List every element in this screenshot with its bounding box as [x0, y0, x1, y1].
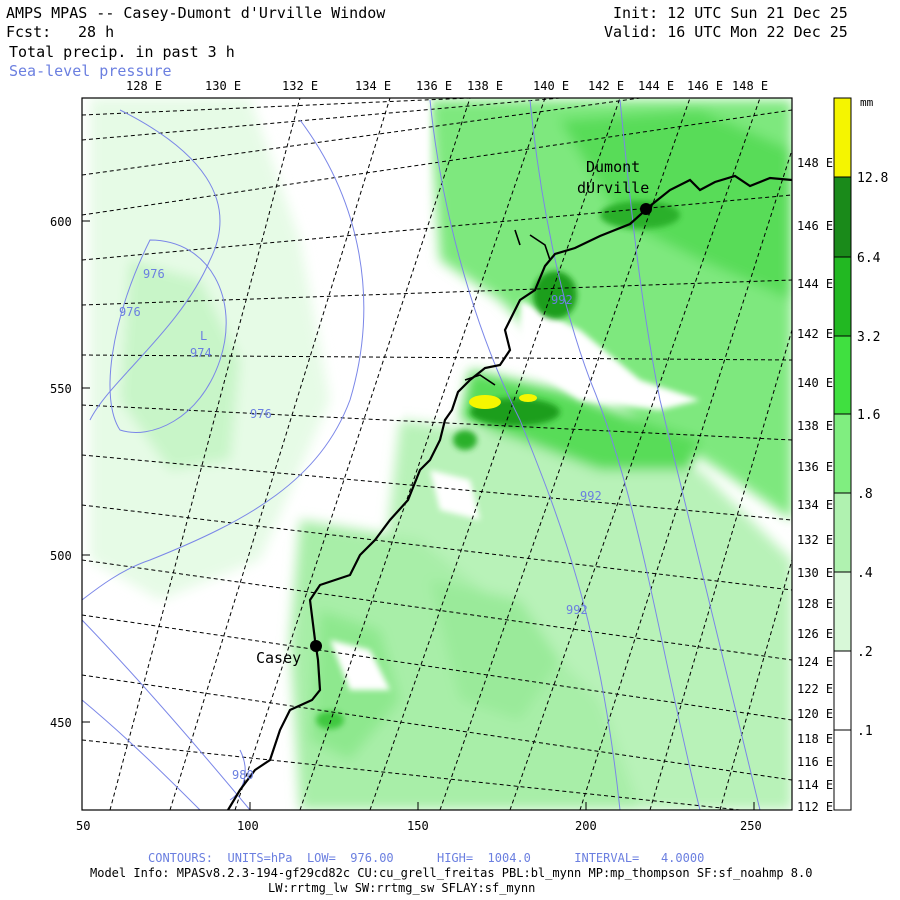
lon-label: 140 E — [533, 79, 569, 93]
lon-label: 134 E — [355, 79, 391, 93]
precip-field — [82, 98, 792, 810]
graticule — [82, 98, 792, 810]
x-label: 150 — [407, 819, 429, 833]
pressure-label: 992 — [566, 603, 588, 617]
bottom-x-labels: 50 100 150 200 250 — [76, 819, 762, 833]
colorbar-swatch-1-6 — [834, 336, 851, 414]
colorbar-label: 6.4 — [857, 251, 881, 266]
pressure-label: 980 — [232, 768, 254, 782]
colorbar-swatch-0-8 — [834, 414, 851, 493]
lat-label: 124 E — [797, 655, 833, 669]
lat-label: 122 E — [797, 682, 833, 696]
lat-label: 140 E — [797, 376, 833, 390]
colorbar-unit: mm — [860, 96, 874, 109]
lat-label: 146 E — [797, 219, 833, 233]
lat-label: 114 E — [797, 778, 833, 792]
heavy-precip-core — [469, 395, 501, 409]
pressure-label: 976 — [250, 407, 272, 421]
colorbar-swatch-0-4 — [834, 493, 851, 572]
colorbar-swatch-3-2 — [834, 257, 851, 336]
colorbar-label: 3.2 — [857, 330, 880, 345]
x-label: 250 — [740, 819, 762, 833]
map-title: AMPS MPAS -- Casey-Dumont d'Urville Wind… — [6, 4, 386, 22]
lon-label: 130 E — [205, 79, 241, 93]
x-label: 200 — [575, 819, 597, 833]
station-label-dumont-line2: dUrville — [577, 179, 649, 197]
coastline — [227, 174, 792, 810]
lat-label: 144 E — [797, 277, 833, 291]
lon-label: 136 E — [416, 79, 452, 93]
lon-label: 128 E — [126, 79, 162, 93]
pressure-label: 976 — [143, 267, 165, 281]
x-label: 100 — [237, 819, 259, 833]
right-lat-labels: 148 E 146 E 144 E 142 E 140 E 138 E 136 … — [797, 156, 833, 814]
lat-label: 118 E — [797, 732, 833, 746]
frame-ticks — [82, 220, 755, 810]
colorbar-swatch-6-4 — [834, 177, 851, 257]
colorbar: mm 12.8 6.4 3.2 1.6 .8 .4 .2 .1 — [833, 96, 888, 811]
lat-label: 148 E — [797, 156, 833, 170]
lat-label: 142 E — [797, 327, 833, 341]
y-label: 550 — [50, 382, 72, 396]
lat-label: 134 E — [797, 498, 833, 512]
lat-label: 130 E — [797, 566, 833, 580]
colorbar-swatch-0-2 — [834, 572, 851, 651]
colorbar-label: .1 — [857, 724, 873, 739]
colorbar-label: 1.6 — [857, 408, 880, 423]
forecast-hour: 28 h — [78, 23, 115, 41]
top-lon-labels: 128 E 130 E 132 E 134 E 136 E 138 E 140 … — [126, 79, 768, 93]
lat-label: 132 E — [797, 533, 833, 547]
lat-label: 116 E — [797, 755, 833, 769]
model-info-line1: Model Info: MPASv8.2.3-194-gf29cd82c CU:… — [90, 866, 813, 880]
lat-label: 112 E — [797, 800, 833, 814]
pressure-label-group: 976 976 L 974 976 992 992 992 980 — [119, 267, 602, 782]
coastline-detail — [464, 229, 551, 386]
station-label-dumont-line1: Dumont — [586, 158, 640, 176]
pressure-label: 992 — [580, 489, 602, 503]
lon-label: 132 E — [282, 79, 318, 93]
x-label: 50 — [76, 819, 90, 833]
lat-label: 128 E — [797, 597, 833, 611]
valid-time: Valid: 16 UTC Mon 22 Dec 25 — [604, 23, 848, 41]
lon-label: 144 E — [638, 79, 674, 93]
map-frame — [81, 97, 793, 811]
lon-label: 148 E — [732, 79, 768, 93]
forecast-label: Fcst: — [6, 23, 52, 41]
lat-label: 120 E — [797, 707, 833, 721]
colorbar-swatch-below — [834, 730, 851, 810]
y-label: 600 — [50, 215, 72, 229]
colorbar-label: .2 — [857, 645, 873, 660]
station-marker-dumont — [640, 203, 652, 215]
y-label: 450 — [50, 716, 72, 730]
pressure-low-marker: L — [200, 329, 207, 343]
lon-label: 146 E — [687, 79, 723, 93]
model-info-line2: LW:rrtmg_lw SW:rrtmg_sw SFLAY:sf_mynn — [268, 881, 536, 895]
colorbar-label: .8 — [857, 487, 873, 502]
contour-info: CONTOURS: UNITS=hPa LOW= 976.00 HIGH= 10… — [148, 851, 705, 865]
left-y-labels: 600 550 500 450 — [50, 215, 72, 730]
pressure-contours — [82, 99, 761, 810]
pressure-label: 974 — [190, 346, 212, 360]
pressure-label: 992 — [551, 293, 573, 307]
lon-label: 142 E — [588, 79, 624, 93]
lon-label: 138 E — [467, 79, 503, 93]
overlay-name: Sea-level pressure — [9, 62, 172, 80]
colorbar-label: 12.8 — [857, 171, 888, 186]
pressure-label: 976 — [119, 305, 141, 319]
colorbar-label: .4 — [857, 566, 873, 581]
y-label: 500 — [50, 549, 72, 563]
heavy-precip-core-2 — [519, 394, 537, 402]
field-name: Total precip. in past 3 h — [9, 43, 235, 61]
init-time: Init: 12 UTC Sun 21 Dec 25 — [613, 4, 848, 22]
lat-label: 136 E — [797, 460, 833, 474]
station-label-casey: Casey — [256, 649, 301, 667]
lat-label: 138 E — [797, 419, 833, 433]
colorbar-swatch-0-1 — [834, 651, 851, 730]
lat-label: 126 E — [797, 627, 833, 641]
station-marker-casey — [310, 640, 322, 652]
colorbar-swatch-12-8 — [834, 98, 851, 177]
